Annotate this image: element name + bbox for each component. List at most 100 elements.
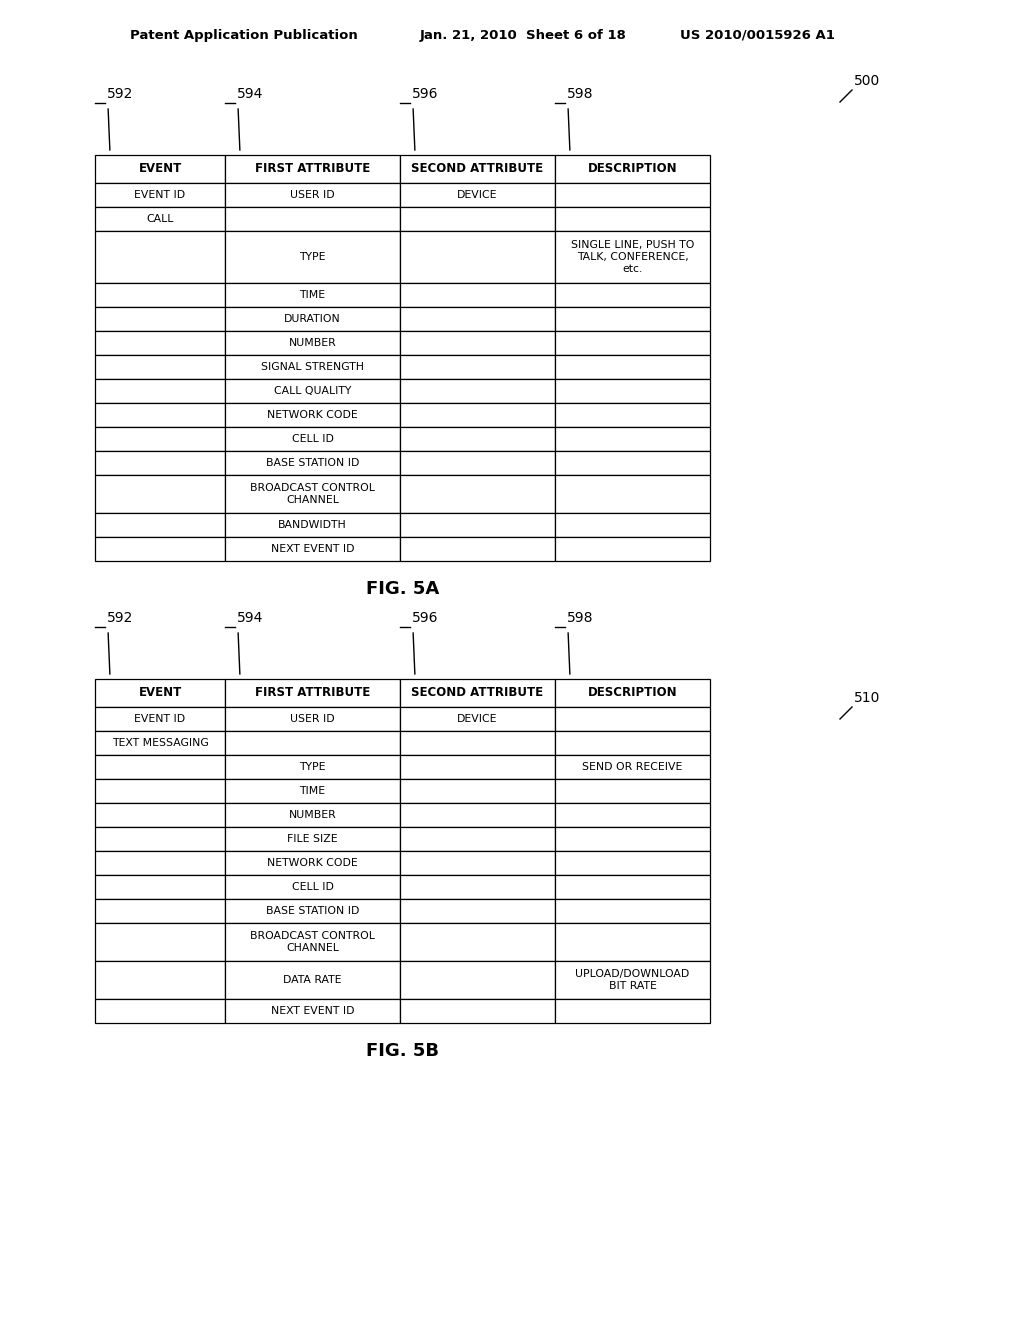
Bar [225,899,400,923]
Text: DESCRIPTION: DESCRIPTION [588,162,677,176]
Text: SECOND ATTRIBUTE: SECOND ATTRIBUTE [412,162,544,176]
Bar [555,899,710,923]
Bar [225,708,400,731]
Bar [400,828,555,851]
Bar [225,451,400,475]
Bar [555,154,710,183]
Text: SINGLE LINE, PUSH TO
TALK, CONFERENCE,
etc.: SINGLE LINE, PUSH TO TALK, CONFERENCE, e… [570,240,694,275]
Bar [555,731,710,755]
Text: SEND OR RECEIVE: SEND OR RECEIVE [583,762,683,772]
Bar [225,183,400,207]
Bar [400,183,555,207]
Bar [555,379,710,403]
Bar [225,803,400,828]
Bar [555,207,710,231]
Bar [555,231,710,282]
Text: Jan. 21, 2010  Sheet 6 of 18: Jan. 21, 2010 Sheet 6 of 18 [420,29,627,41]
Bar [95,403,225,426]
Bar [225,231,400,282]
Bar [225,828,400,851]
Bar [555,451,710,475]
Bar [555,537,710,561]
Bar [400,403,555,426]
Bar [400,875,555,899]
Bar [95,678,225,708]
Text: 592: 592 [106,611,133,624]
Bar [555,828,710,851]
Bar [555,875,710,899]
Text: DESCRIPTION: DESCRIPTION [588,686,677,700]
Bar [400,513,555,537]
Text: TIME: TIME [299,785,326,796]
Bar [400,379,555,403]
Bar [225,875,400,899]
Text: 598: 598 [567,611,594,624]
Text: 510: 510 [854,690,881,705]
Bar [225,403,400,426]
Bar [95,207,225,231]
Text: US 2010/0015926 A1: US 2010/0015926 A1 [680,29,835,41]
Bar [555,355,710,379]
Text: SIGNAL STRENGTH: SIGNAL STRENGTH [261,362,364,372]
Text: 596: 596 [412,87,438,102]
Bar [555,426,710,451]
Text: UPLOAD/DOWNLOAD
BIT RATE: UPLOAD/DOWNLOAD BIT RATE [575,969,689,991]
Bar [555,923,710,961]
Bar [400,961,555,999]
Bar [95,875,225,899]
Bar [95,899,225,923]
Bar [225,779,400,803]
Bar [225,331,400,355]
Bar [400,803,555,828]
Text: DATA RATE: DATA RATE [284,975,342,985]
Text: NEXT EVENT ID: NEXT EVENT ID [270,544,354,554]
Bar [555,755,710,779]
Bar [555,282,710,308]
Text: NUMBER: NUMBER [289,338,336,348]
Bar [555,475,710,513]
Bar [225,379,400,403]
Bar [400,308,555,331]
Text: TIME: TIME [299,290,326,300]
Text: 594: 594 [237,611,263,624]
Bar [225,308,400,331]
Bar [400,207,555,231]
Text: CALL: CALL [146,214,174,224]
Text: 594: 594 [237,87,263,102]
Bar [555,803,710,828]
Bar [555,708,710,731]
Bar [95,803,225,828]
Bar [95,961,225,999]
Text: NETWORK CODE: NETWORK CODE [267,858,357,869]
Text: DEVICE: DEVICE [458,714,498,723]
Text: BANDWIDTH: BANDWIDTH [279,520,347,531]
Text: 598: 598 [567,87,594,102]
Text: CELL ID: CELL ID [292,882,334,892]
Bar [400,355,555,379]
Bar [225,207,400,231]
Text: 500: 500 [854,74,881,88]
Bar [400,331,555,355]
Bar [400,451,555,475]
Bar [555,308,710,331]
Bar [555,999,710,1023]
Bar [225,851,400,875]
Bar [400,475,555,513]
Bar [95,154,225,183]
Bar [95,451,225,475]
Text: USER ID: USER ID [290,190,335,201]
Bar [400,678,555,708]
Bar [400,851,555,875]
Bar [225,355,400,379]
Bar [95,923,225,961]
Bar [95,331,225,355]
Bar [225,678,400,708]
Bar [95,231,225,282]
Bar [95,537,225,561]
Bar [95,731,225,755]
Text: FIG. 5A: FIG. 5A [366,579,439,598]
Bar [95,755,225,779]
Bar [95,475,225,513]
Bar [555,183,710,207]
Text: Patent Application Publication: Patent Application Publication [130,29,357,41]
